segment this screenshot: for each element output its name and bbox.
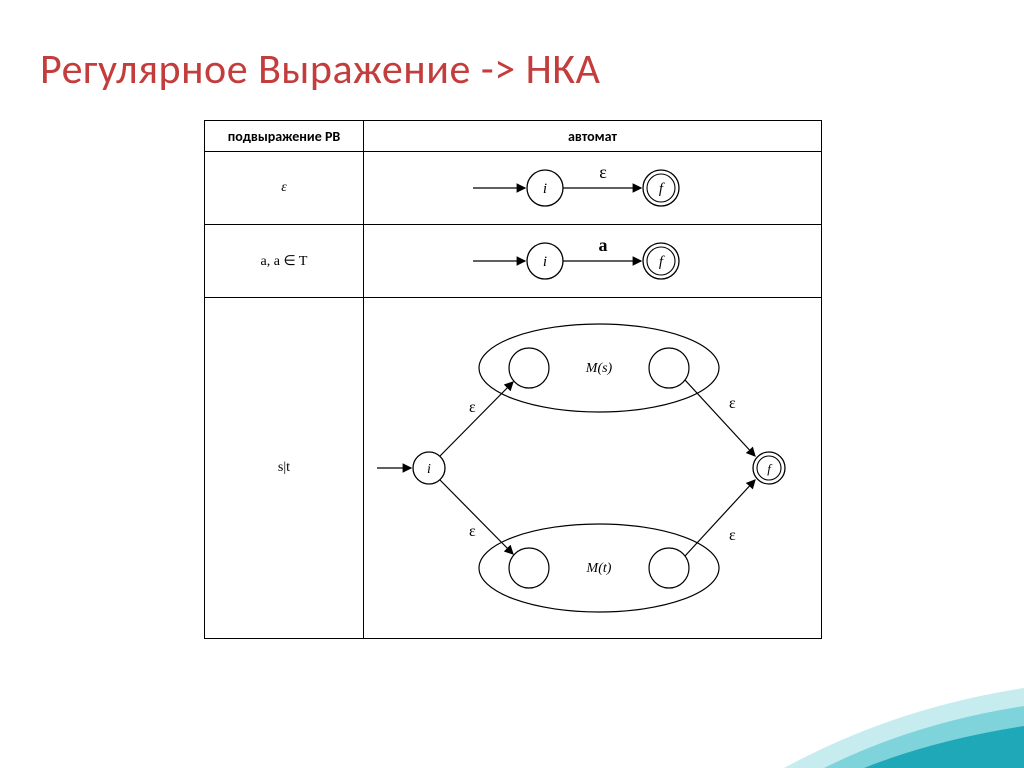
eps-label: ε xyxy=(729,395,736,412)
state-f-label: f xyxy=(658,254,664,270)
eps-label: ε xyxy=(729,527,736,544)
state-i-label: i xyxy=(542,181,546,197)
upper-box-label: M(s) xyxy=(584,361,612,376)
state-f-label: f xyxy=(658,181,664,197)
nfa-symbol-diagram: i a f xyxy=(443,229,743,293)
col-header-automaton: автомат xyxy=(364,121,821,151)
edge-a-label: a xyxy=(598,235,607,255)
accent-shape-light xyxy=(784,688,1024,768)
slide-accent xyxy=(724,648,1024,768)
row3-label: s|t xyxy=(205,298,364,638)
lower-box-label: M(t) xyxy=(585,561,611,576)
row1-label: ε xyxy=(205,152,364,224)
page-number: 18 xyxy=(940,717,954,734)
page-title: Регулярное Выражение -> НКА xyxy=(40,44,600,95)
row3-diagram: i M(s) M(t) f ε ε xyxy=(364,298,821,638)
state-f-label: f xyxy=(767,461,773,476)
state-i-label: i xyxy=(542,254,546,270)
construction-table: подвыражение РВ автомат ε i ε xyxy=(204,120,822,639)
eps-label: ε xyxy=(469,399,476,416)
nfa-epsilon-diagram: i ε f xyxy=(443,156,743,220)
col-header-expr: подвыражение РВ xyxy=(205,121,364,151)
accent-shape-mid xyxy=(824,706,1024,768)
nfa-union-diagram: i M(s) M(t) f ε ε xyxy=(369,308,817,628)
eps-label: ε xyxy=(469,523,476,540)
edge-eps-label: ε xyxy=(599,162,607,182)
state-i-label: i xyxy=(427,462,431,477)
row1-diagram: i ε f xyxy=(364,152,821,224)
row2-diagram: i a f xyxy=(364,225,821,297)
row2-label: a, a ∈ T xyxy=(205,225,364,297)
